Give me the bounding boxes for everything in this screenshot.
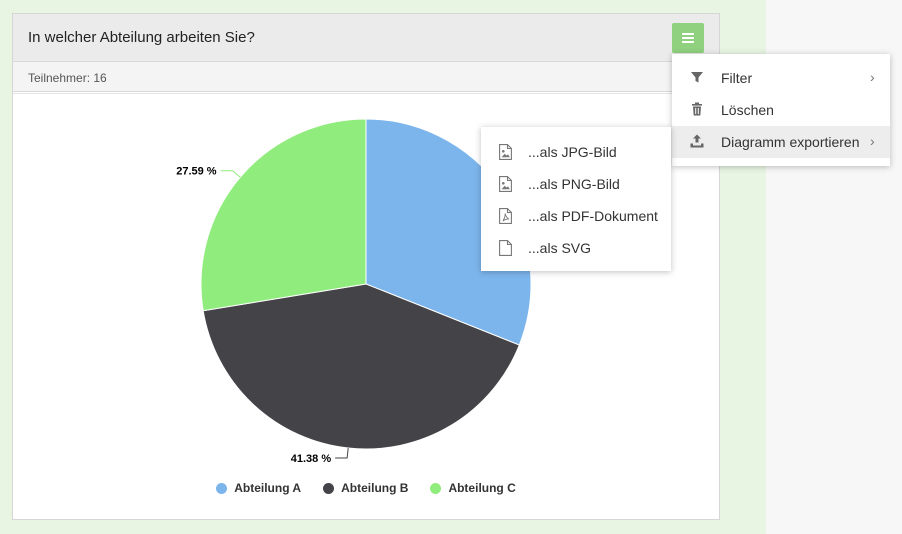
export-submenu: ...als JPG-Bild ...als PNG-Bild ...als P… [481, 127, 671, 271]
export-option-label: ...als SVG [528, 240, 592, 256]
pie-slice-3[interactable] [200, 118, 367, 312]
question-title: In welcher Abteilung arbeiten Sie? [28, 29, 255, 46]
export-pdf-item[interactable]: ...als PDF-Dokument [481, 199, 671, 231]
legend-label: Abteilung B [341, 481, 409, 495]
legend-item[interactable]: Abteilung B [323, 478, 408, 498]
pie-slice-2[interactable] [202, 283, 520, 450]
pie-chart: 41.38 % 27.59 % Abteilung A Abteilung B Abt… [13, 93, 719, 519]
export-icon [690, 134, 704, 148]
legend-item[interactable]: Abteilung A [216, 478, 301, 498]
export-option-label: ...als PNG-Bild [528, 176, 620, 192]
chevron-right-icon: › [870, 69, 875, 85]
pdf-file-icon [499, 208, 512, 224]
export-svg-item[interactable]: ...als SVG [481, 231, 671, 263]
menu-item-label: Diagramm exportieren [721, 134, 860, 150]
chart-legend: Abteilung A Abteilung B Abteilung C [13, 478, 719, 498]
participant-count: Teilnehmer: 16 [28, 71, 107, 85]
legend-color-dot [430, 482, 442, 494]
menu-icon [682, 33, 694, 35]
data-label: 41.38 % [291, 453, 332, 465]
card-header: In welcher Abteilung arbeiten Sie? [13, 14, 719, 62]
file-icon [499, 240, 512, 256]
image-file-icon [499, 144, 512, 160]
data-label-connector [220, 170, 241, 178]
menu-icon [682, 41, 694, 43]
chevron-right-icon: › [870, 133, 875, 149]
trash-icon [692, 102, 702, 116]
menu-item-export-chart[interactable]: Diagramm exportieren › [672, 126, 890, 158]
filter-icon [691, 72, 703, 83]
legend-label: Abteilung C [448, 481, 516, 495]
data-label-connector [335, 447, 349, 459]
hamburger-menu-button[interactable] [672, 23, 704, 53]
export-jpg-item[interactable]: ...als JPG-Bild [481, 135, 671, 167]
export-png-item[interactable]: ...als PNG-Bild [481, 167, 671, 199]
card-subheader: Teilnehmer: 16 [13, 62, 719, 92]
legend-color-dot [216, 482, 228, 494]
menu-item-label: Löschen [721, 102, 774, 118]
menu-item-delete[interactable]: Löschen [672, 94, 890, 126]
menu-item-filter[interactable]: Filter › [672, 62, 890, 94]
data-label: 27.59 % [176, 166, 217, 178]
export-option-label: ...als PDF-Dokument [528, 208, 658, 224]
export-option-label: ...als JPG-Bild [528, 144, 617, 160]
menu-item-label: Filter [721, 70, 753, 86]
legend-color-dot [323, 482, 335, 494]
legend-item[interactable]: Abteilung C [430, 478, 516, 498]
legend-label: Abteilung A [234, 481, 302, 495]
card-menu-dropdown: Filter › Löschen Diagramm exportieren › [672, 54, 890, 166]
pie-chart-svg: 41.38 % 27.59 % [176, 118, 532, 465]
image-file-icon [499, 176, 512, 192]
menu-icon [682, 37, 694, 39]
